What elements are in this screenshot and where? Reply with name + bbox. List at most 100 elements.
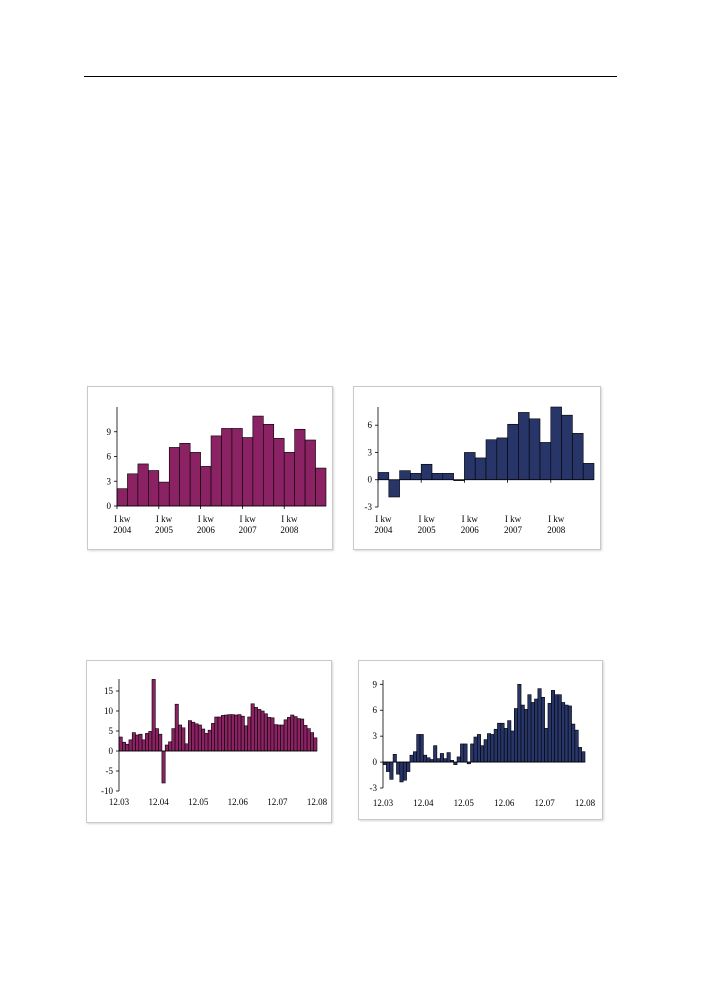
bar [474, 457, 487, 481]
x-tick-label: 12.07 [267, 797, 288, 807]
bar [287, 717, 291, 752]
x-tick-label: 12.06 [228, 797, 249, 807]
x-tick-label: 12.08 [307, 797, 328, 807]
bar [500, 722, 505, 763]
chart-monthly-purple-svg: -10 -5 0 5 10 15 12.03 12.04 12.05 12.06 12.07 12.0… [101, 679, 328, 807]
x-tick-label-quarter: I kw [505, 514, 522, 524]
bar [304, 439, 316, 507]
bar [540, 696, 545, 763]
bar [296, 718, 301, 752]
bar [201, 728, 206, 752]
y-tick-label: 6 [107, 452, 112, 462]
x-tick-label: 12.08 [575, 798, 596, 808]
y-tick-label: -3 [365, 502, 373, 512]
x-tick-label-year: 2008 [547, 525, 566, 535]
bar [178, 724, 183, 752]
bar [250, 703, 255, 752]
bar [572, 433, 584, 481]
bar [423, 754, 428, 763]
bar [470, 743, 475, 763]
bar [179, 442, 191, 507]
bar [164, 744, 169, 752]
bar [221, 715, 225, 752]
bar [188, 720, 192, 752]
bar [191, 721, 196, 752]
x-tick-label: 12.04 [148, 797, 169, 807]
x-tick-label: 12.03 [109, 797, 130, 807]
x-tick-label: 12.07 [534, 798, 555, 808]
bar [443, 758, 448, 763]
bar [240, 715, 245, 752]
bar [171, 728, 176, 752]
bar [230, 714, 235, 752]
y-tick-label: -3 [370, 783, 378, 793]
bar [217, 716, 222, 752]
x-tick-label-quarter: I kw [548, 514, 565, 524]
y-tick-label: 6 [373, 705, 378, 715]
y-tick-label: 6 [368, 420, 373, 430]
bar [517, 684, 522, 763]
bar [518, 412, 530, 481]
x-tick-label-quarter: I kw [418, 514, 435, 524]
bar [237, 714, 242, 752]
x-tick-label-year: 2005 [155, 525, 174, 535]
chart-monthly-navy-svg: -3 0 3 6 9 12.03 12.04 12.05 12.06 12.07 12.08 [370, 679, 596, 808]
x-tick-label-year: 2006 [461, 525, 480, 535]
y-tick-label: 3 [373, 731, 378, 741]
bar [503, 728, 508, 763]
bar [242, 437, 254, 507]
bar [539, 442, 552, 481]
bar [200, 466, 212, 507]
bar [125, 743, 130, 752]
bar [194, 723, 199, 752]
x-tick-label-year: 2007 [239, 525, 258, 535]
bar [544, 728, 549, 763]
bar [211, 723, 216, 752]
bar [399, 761, 404, 783]
bar [396, 761, 401, 775]
bar [137, 463, 149, 507]
bar [244, 725, 248, 752]
x-tick-label-quarter: I kw [462, 514, 479, 524]
bar [433, 745, 438, 763]
page-header-rule [84, 76, 617, 77]
y-tick-label: 3 [107, 476, 112, 486]
bar [410, 473, 422, 481]
x-tick-label-quarter: I kw [114, 514, 131, 524]
bar [416, 734, 421, 763]
bar [273, 724, 278, 752]
x-tick-label-year: 2008 [280, 525, 299, 535]
bar [141, 739, 146, 752]
bar [273, 438, 285, 507]
bar [392, 754, 397, 763]
bar [547, 703, 552, 763]
bar [227, 714, 232, 752]
bar [534, 698, 539, 763]
y-tick-label: -10 [101, 786, 113, 796]
chart-quarterly-navy: -3 0 3 6 I kw 2004 I kw 2005 I kw 2006 I kw 2007 I k… [353, 386, 601, 550]
bar [561, 702, 566, 763]
bar [231, 428, 243, 507]
bar [204, 733, 209, 752]
bar [184, 743, 189, 752]
bar [257, 709, 262, 752]
y-tick-label: 0 [107, 501, 112, 511]
bar [260, 710, 265, 752]
bar [127, 473, 139, 507]
bar [210, 435, 222, 507]
bar [148, 470, 160, 507]
x-tick-label-year: 2004 [113, 525, 132, 535]
x-tick-label-year: 2007 [504, 525, 523, 535]
y-tick-label: 9 [373, 679, 378, 689]
bar [168, 741, 173, 752]
x-tick-label: 12.05 [188, 797, 209, 807]
bar [537, 688, 542, 763]
bar [306, 728, 311, 752]
bar [267, 717, 272, 752]
bar [283, 719, 288, 752]
bar [158, 481, 170, 507]
bar [496, 437, 508, 481]
bar [419, 734, 424, 763]
